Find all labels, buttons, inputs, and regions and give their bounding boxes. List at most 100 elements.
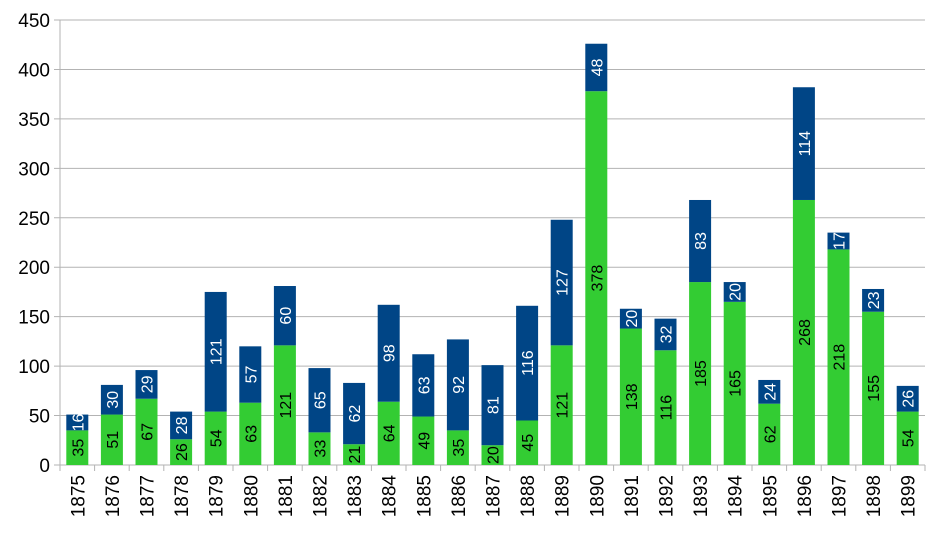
data-label: 45 [520, 434, 537, 452]
x-tick-label: 1883 [345, 475, 366, 517]
bar-series-2 [170, 411, 193, 440]
x-tick-label: 1888 [518, 475, 539, 517]
data-label: 35 [451, 439, 468, 457]
bar-series-2 [516, 305, 539, 421]
bar-series-1 [862, 311, 885, 465]
x-tick-label: 1880 [241, 475, 262, 517]
data-label: 28 [174, 416, 191, 434]
data-label: 138 [624, 383, 641, 410]
data-label: 155 [866, 375, 883, 402]
data-label: 63 [416, 376, 433, 394]
data-label: 26 [901, 390, 918, 408]
data-label: 20 [624, 310, 641, 328]
bar-series-1 [343, 444, 366, 465]
bar-series-1 [516, 420, 539, 465]
bar-series-2 [239, 346, 262, 403]
data-label: 65 [313, 391, 330, 409]
data-label: 218 [832, 344, 849, 371]
bar-series-2 [619, 308, 642, 329]
bar-series-1 [758, 403, 781, 465]
bar-series-1 [170, 439, 193, 465]
data-label: 114 [797, 131, 814, 157]
x-tick-label: 1896 [795, 475, 816, 517]
data-label: 116 [659, 395, 676, 421]
bar-series-2 [66, 414, 89, 431]
y-axis: 0 50 100 150 200 250 300 350 400 450 [18, 11, 50, 477]
bar-series-1 [204, 411, 227, 465]
bar-series-2 [412, 354, 435, 417]
x-tick-label: 1891 [622, 475, 643, 517]
data-label: 54 [209, 429, 226, 447]
data-label: 121 [209, 338, 226, 365]
data-label: 378 [589, 265, 606, 292]
bar-series-1 [446, 430, 469, 465]
bar-series-1 [550, 345, 573, 465]
bar-series-1 [273, 345, 296, 465]
bar-series-2 [689, 199, 712, 283]
bar-series-1 [827, 249, 850, 465]
x-tick-label: 1898 [864, 475, 885, 517]
bar-series-2 [204, 291, 227, 412]
data-label: 51 [105, 431, 122, 449]
bar-series-2 [723, 282, 746, 302]
data-label: 185 [693, 360, 710, 387]
y-tick-label: 350 [18, 110, 50, 131]
bar-series-2 [550, 219, 573, 346]
x-tick-label: 1884 [380, 475, 401, 518]
x-tick-label: 1895 [760, 475, 781, 517]
bar-series-2 [343, 382, 366, 445]
data-label: 35 [70, 439, 87, 457]
data-label: 64 [382, 424, 399, 442]
y-tick-label: 200 [18, 258, 50, 279]
y-tick-label: 100 [18, 357, 50, 378]
bar-series-2 [135, 370, 158, 399]
x-tick-label: 1875 [68, 475, 89, 517]
x-tick-label: 1894 [726, 475, 747, 518]
data-label: 26 [174, 443, 191, 461]
data-label: 83 [693, 232, 710, 250]
y-tick-label: 450 [18, 11, 50, 32]
bar-series-2 [827, 232, 850, 250]
y-tick-label: 400 [18, 60, 50, 81]
x-tick-label: 1879 [207, 475, 228, 517]
bar-series-1 [619, 328, 642, 465]
bar-series-2 [896, 385, 919, 412]
gridlines [54, 19, 926, 471]
data-label: 54 [901, 429, 918, 447]
bar-series-1 [481, 445, 504, 465]
data-label: 20 [486, 446, 503, 464]
x-tick-label: 1899 [899, 475, 920, 517]
x-tick-label: 1881 [276, 475, 297, 517]
data-label: 21 [347, 446, 364, 464]
x-tick-label: 1890 [587, 475, 608, 517]
x-tick-label: 1892 [657, 475, 678, 517]
data-label: 48 [589, 58, 606, 76]
data-label: 30 [105, 391, 122, 409]
data-label: 165 [728, 370, 745, 397]
bar-series-2 [308, 368, 331, 433]
data-label: 62 [347, 405, 364, 423]
data-label: 116 [520, 350, 537, 376]
bar-series-2 [654, 318, 677, 351]
bar-series-1 [135, 398, 158, 465]
data-label: 268 [797, 319, 814, 346]
x-tick-label: 1882 [311, 475, 332, 517]
bar-series-1 [792, 199, 815, 465]
data-label: 60 [278, 307, 295, 325]
data-label: 20 [728, 283, 745, 301]
bar-series-2 [758, 379, 781, 404]
bar-series-2 [481, 365, 504, 446]
data-label: 121 [278, 392, 295, 419]
data-label: 81 [486, 396, 503, 414]
bar-series-1 [896, 411, 919, 465]
data-label: 92 [451, 376, 468, 394]
bar-series-1 [66, 430, 89, 465]
data-label: 57 [243, 366, 260, 384]
data-label: 121 [555, 392, 572, 419]
bar-series-1 [412, 416, 435, 465]
data-label: 67 [140, 423, 157, 441]
bar-series-2 [377, 304, 400, 402]
bar-series-1 [689, 282, 712, 465]
bar-series-2 [585, 43, 608, 92]
x-tick-label: 1893 [691, 475, 712, 517]
